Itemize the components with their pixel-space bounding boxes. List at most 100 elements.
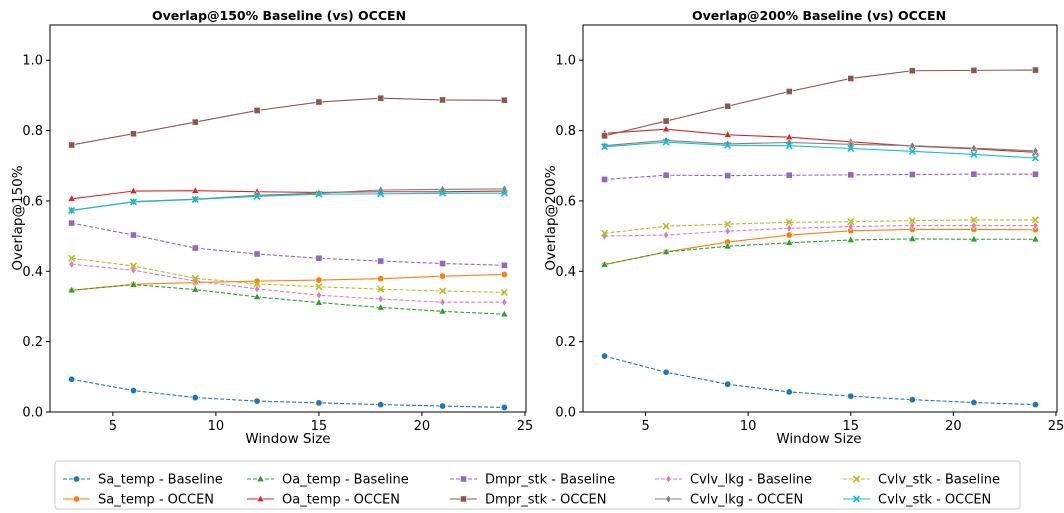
data-point	[438, 287, 447, 295]
data-point	[130, 231, 137, 239]
data-point	[500, 309, 509, 318]
series-oa-temp-baseline	[600, 234, 1040, 268]
data-point	[377, 401, 385, 409]
data-point	[1031, 401, 1039, 409]
data-point	[785, 238, 794, 246]
y-tick-label: 0.0	[22, 406, 43, 421]
data-point	[1032, 66, 1039, 74]
data-point	[129, 186, 138, 194]
series-line	[71, 192, 505, 211]
data-point	[439, 96, 446, 104]
legend-item-cvlv-lkg-baseline: Cvlv_lkg - Baseline	[655, 473, 812, 488]
legend-marker	[73, 475, 81, 483]
series-cvlv-stk-occen	[600, 138, 1040, 162]
data-point	[315, 399, 323, 407]
y-tick-label: 0.4	[555, 265, 576, 280]
data-point	[191, 274, 199, 282]
chart-panel-overlap-200: Overlap@200% Baseline (vs) OCCEN Window …	[543, 8, 1064, 447]
data-point	[68, 206, 76, 214]
x-tick-label: 20	[945, 419, 962, 434]
plot-frame	[582, 24, 1058, 413]
x-tick-label: 10	[208, 419, 225, 434]
data-point	[253, 107, 261, 114]
data-point	[1032, 221, 1039, 230]
data-point	[500, 288, 508, 296]
x-tick-label: 5	[641, 419, 649, 434]
data-point	[315, 98, 323, 106]
y-tick-label: 0.2	[22, 335, 43, 350]
series-sa-temp-baseline	[601, 352, 1039, 409]
data-point	[438, 307, 447, 315]
legend-item-cvlv-lkg-occen: Cvlv_lkg - OCCEN	[655, 493, 803, 508]
series-oa-temp-baseline	[67, 280, 509, 318]
data-point	[724, 172, 732, 179]
data-point	[68, 259, 75, 269]
chart-title: Overlap@200% Baseline (vs) OCCEN	[692, 8, 946, 23]
series-cvlv-stk-occen	[68, 189, 508, 214]
data-point	[662, 368, 670, 376]
x-axis-label: Window Size	[245, 431, 330, 447]
data-point	[439, 260, 446, 267]
x-tick-label: 15	[311, 419, 328, 434]
legend-marker	[665, 474, 672, 484]
data-point	[908, 217, 916, 225]
legend-label: Sa_temp - Baseline	[98, 473, 223, 488]
data-point	[908, 171, 916, 178]
data-point	[68, 254, 76, 262]
data-point	[847, 218, 855, 226]
x-tick-label: 5	[109, 419, 117, 434]
legend-label: Cvlv_lkg - OCCEN	[690, 493, 803, 508]
legend-item-oa-temp-occen: Oa_temp - OCCEN	[247, 493, 400, 508]
y-tick-label: 0.6	[555, 194, 576, 209]
data-point	[130, 130, 137, 138]
legend-item-sa-temp-occen: Sa_temp - OCCEN	[63, 493, 214, 508]
data-point	[500, 189, 508, 197]
series-line	[604, 141, 1036, 159]
data-point	[662, 171, 670, 179]
data-point	[501, 297, 508, 307]
series-line	[604, 128, 1036, 153]
legend-marker	[460, 495, 467, 503]
data-point	[316, 290, 322, 300]
data-point	[847, 222, 854, 231]
x-tick-label: 10	[740, 419, 757, 434]
data-point	[600, 260, 609, 268]
data-point	[191, 186, 200, 194]
series-line	[71, 378, 505, 408]
data-point	[438, 189, 447, 197]
data-point	[500, 261, 508, 269]
data-point	[1031, 216, 1040, 224]
series-line	[604, 139, 1036, 152]
legend-marker	[460, 475, 467, 483]
series-dmpr-stk-occen	[68, 94, 508, 149]
x-tick-label: 15	[843, 419, 860, 434]
legend-label: Cvlv_stk - Baseline	[878, 473, 1000, 488]
data-point	[253, 397, 261, 405]
data-point	[314, 298, 323, 306]
data-point	[662, 247, 671, 255]
data-point	[253, 280, 261, 288]
data-point	[908, 147, 916, 155]
data-point	[191, 394, 199, 402]
series-line	[604, 238, 1036, 266]
data-point	[377, 190, 385, 198]
legend-item-sa-temp-baseline: Sa_temp - Baseline	[63, 473, 223, 488]
legend-item-cvlv-stk-occen: Cvlv_stk - OCCEN	[843, 493, 991, 508]
data-point	[908, 67, 916, 75]
y-tick-label: 1.0	[22, 54, 43, 69]
data-point	[908, 396, 916, 404]
data-point	[253, 192, 261, 200]
data-point	[377, 294, 384, 304]
data-point	[724, 141, 732, 149]
data-point	[500, 403, 508, 411]
data-point	[191, 118, 199, 126]
data-point	[1031, 154, 1040, 162]
series-cvlv-stk-baseline	[600, 216, 1040, 237]
data-point	[785, 388, 793, 396]
y-tick-label: 0.0	[555, 406, 576, 421]
chart-title: Overlap@150% Baseline (vs) OCCEN	[152, 8, 406, 23]
data-point	[970, 150, 978, 159]
data-point	[600, 229, 609, 237]
data-point	[663, 230, 670, 240]
series-line	[71, 190, 505, 200]
